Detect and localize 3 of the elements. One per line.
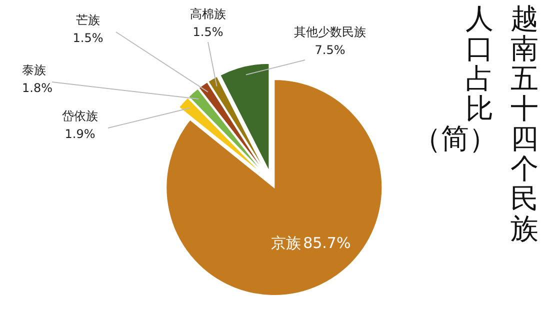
- slice-label: 京族: [271, 234, 302, 252]
- data-label: 85.7%: [303, 234, 351, 252]
- chart-title: 越南五十四个民族人口占比（简）: [413, 2, 538, 245]
